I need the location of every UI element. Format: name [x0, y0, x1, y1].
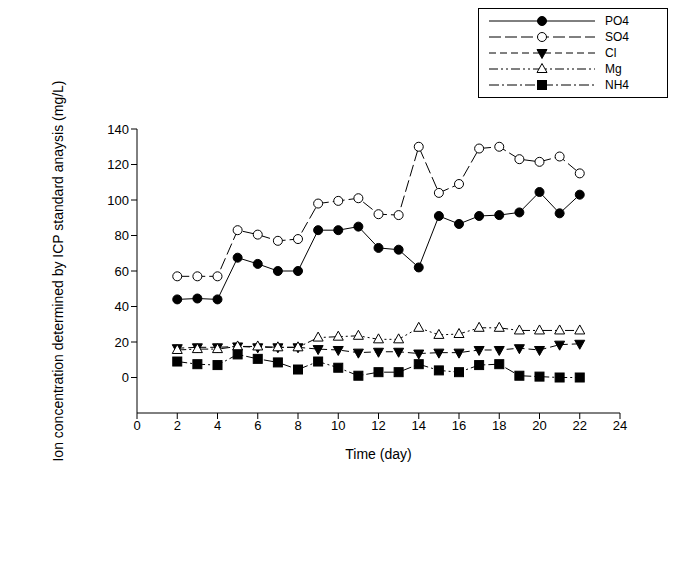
html-text:Cl: Cl: [605, 46, 617, 60]
svg-text:20: 20: [115, 335, 129, 350]
svg-text:Time (day): Time (day): [345, 446, 411, 462]
html-text:SO4: SO4: [605, 30, 629, 44]
svg-text:140: 140: [107, 122, 129, 137]
svg-text:80: 80: [115, 228, 129, 243]
svg-text:60: 60: [115, 264, 129, 279]
svg-text:40: 40: [115, 299, 129, 314]
svg-text:10: 10: [331, 418, 345, 433]
svg-text:0: 0: [122, 370, 129, 385]
svg-text:120: 120: [107, 157, 129, 172]
svg-text:20: 20: [532, 418, 546, 433]
svg-text:2: 2: [174, 418, 181, 433]
svg-text:6: 6: [254, 418, 261, 433]
svg-text:24: 24: [613, 418, 627, 433]
svg-text:22: 22: [573, 418, 587, 433]
svg-text:8: 8: [294, 418, 301, 433]
svg-text:16: 16: [452, 418, 466, 433]
svg-text:18: 18: [492, 418, 506, 433]
svg-text:Ion concentration determined b: Ion concentration determined by ICP stan…: [50, 80, 66, 461]
svg-text:12: 12: [371, 418, 385, 433]
html-text:PO4: PO4: [605, 14, 629, 28]
svg-text:4: 4: [214, 418, 221, 433]
html-text:NH4: NH4: [605, 78, 629, 92]
svg-text:0: 0: [133, 418, 140, 433]
svg-text:14: 14: [412, 418, 426, 433]
html-text:Mg: Mg: [605, 62, 622, 76]
svg-text:100: 100: [107, 193, 129, 208]
